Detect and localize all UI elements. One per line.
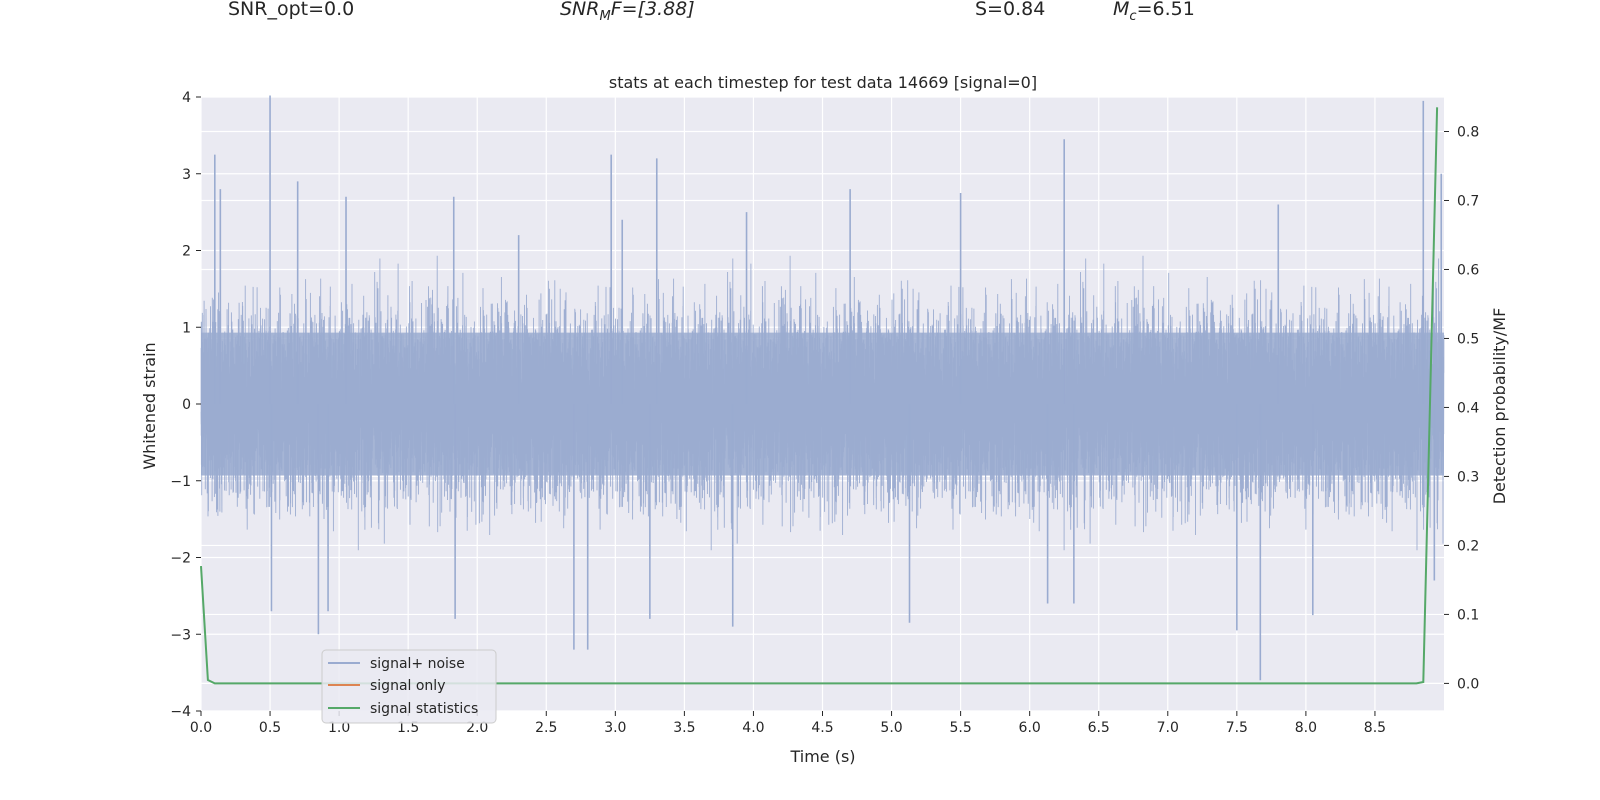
y-tick-label-8: −4 (170, 704, 191, 720)
series-signal-noise (200, 95, 1445, 681)
x-tick-label-11: 5.5 (949, 720, 971, 736)
y2-tick-label-6: 0.2 (1457, 538, 1479, 554)
y-tick-label-0: 4 (182, 90, 191, 106)
header-snr-mf-main: SNR (560, 0, 599, 20)
x-tick-label-0: 0.0 (190, 720, 212, 736)
legend-entry-signal-statistics: signal statistics (370, 701, 478, 717)
header-snr-mf: SNRMF=[3.88] (560, 0, 695, 24)
y2-tick-label-2: 0.6 (1457, 262, 1479, 278)
header-mc-sub: c (1129, 9, 1136, 24)
series-signal-statistics (200, 107, 1439, 685)
y2-tick-label-4: 0.4 (1457, 400, 1479, 416)
y-tick-label-1: 3 (182, 167, 191, 183)
x-tick-label-16: 8.0 (1295, 720, 1317, 736)
x-tick-label-4: 2.0 (466, 720, 488, 736)
y-tick-label-6: −2 (170, 551, 191, 567)
y2-tick-label-5: 0.3 (1457, 469, 1479, 485)
y2-axis-label: Detection probability/MF (1490, 308, 1509, 505)
x-tick-label-6: 3.0 (604, 720, 626, 736)
y-tick-label-4: 0 (182, 397, 191, 413)
header-snr-mf-rest: F=[3.88] (611, 0, 695, 20)
y-tick-label-7: −3 (170, 627, 191, 643)
x-axis-ticks: 0.0 0.5 1.0 1.5 2.0 2.5 3.0 3.5 4.0 4.5 5.0 5.5 6.0 6… (190, 711, 1386, 736)
x-tick-label-15: 7.5 (1226, 720, 1248, 736)
y2-axis-ticks: 0.8 0.7 0.6 0.5 0.4 0.3 0.2 0.1 0.0 (1444, 124, 1479, 692)
header-snr-mf-sub: M (599, 9, 610, 24)
legend-entry-signal-noise: signal+ noise (370, 656, 465, 672)
noise-core (201, 332, 1444, 476)
y2-tick-label-1: 0.7 (1457, 193, 1479, 209)
x-axis-label: Time (s) (789, 747, 855, 766)
y2-tick-label-7: 0.1 (1457, 607, 1479, 623)
legend-entry-signal-only: signal only (370, 678, 445, 694)
y-tick-label-3: 1 (182, 320, 191, 336)
header-mc-rest: =6.51 (1137, 0, 1195, 20)
y2-tick-label-3: 0.5 (1457, 331, 1479, 347)
y-tick-label-5: −1 (170, 474, 191, 490)
x-tick-label-17: 8.5 (1364, 720, 1386, 736)
y-axis-label: Whitened strain (140, 342, 159, 469)
x-tick-label-3: 1.5 (397, 720, 419, 736)
header-snr-opt: SNR_opt=0.0 (228, 0, 354, 20)
y2-tick-label-0: 0.8 (1457, 124, 1479, 140)
x-tick-label-9: 4.5 (811, 720, 833, 736)
x-tick-label-12: 6.0 (1019, 720, 1041, 736)
x-tick-label-10: 5.0 (880, 720, 902, 736)
x-tick-label-1: 0.5 (259, 720, 281, 736)
chart-title: stats at each timestep for test data 146… (609, 73, 1037, 92)
header-row: SNR_opt=0.0 SNRMF=[3.88] S=0.84 Mc=6.51 (228, 0, 1195, 24)
x-tick-label-2: 1.0 (328, 720, 350, 736)
header-s-value: S=0.84 (975, 0, 1045, 20)
x-tick-label-14: 7.0 (1157, 720, 1179, 736)
x-tick-label-5: 2.5 (535, 720, 557, 736)
x-tick-label-7: 3.5 (673, 720, 695, 736)
header-mc: Mc=6.51 (1113, 0, 1195, 24)
x-tick-label-13: 6.5 (1088, 720, 1110, 736)
header-mc-main: M (1113, 0, 1129, 20)
x-tick-label-8: 4.0 (742, 720, 764, 736)
y-tick-label-2: 2 (182, 244, 191, 260)
y-axis-ticks: 4 3 2 1 0 −1 −2 −3 −4 (170, 90, 201, 720)
legend-box (321, 649, 497, 724)
legend: signal+ noise signal only signal statist… (321, 649, 497, 724)
y2-tick-label-8: 0.0 (1457, 676, 1479, 692)
